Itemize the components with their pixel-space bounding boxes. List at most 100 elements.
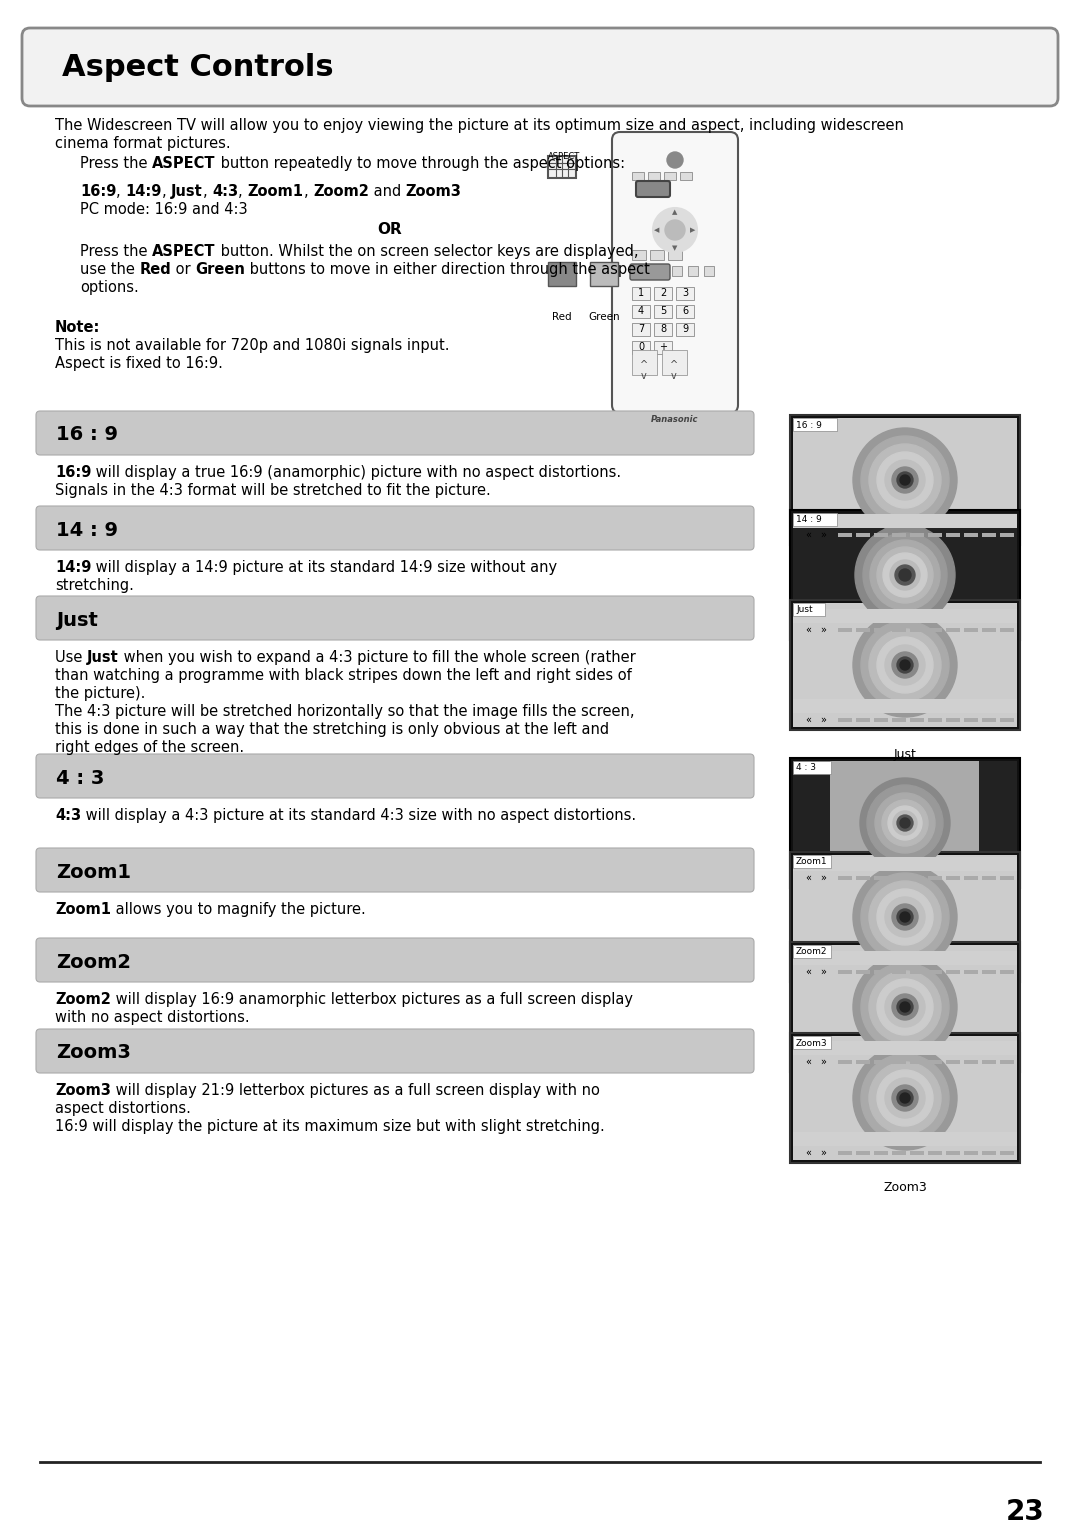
Bar (838, 533, 852, 536)
Circle shape (885, 987, 924, 1027)
Bar (874, 718, 888, 723)
Bar (946, 970, 960, 973)
FancyBboxPatch shape (36, 596, 754, 640)
Text: 5: 5 (660, 306, 666, 316)
Bar (688, 266, 698, 277)
Text: Press the: Press the (80, 156, 152, 171)
Bar (793, 1036, 831, 1050)
Text: will display 16:9 anamorphic letterbox pictures as a full screen display: will display 16:9 anamorphic letterbox p… (111, 992, 633, 1007)
Text: ^: ^ (640, 361, 648, 370)
Text: Zoom3: Zoom3 (55, 1083, 111, 1099)
Circle shape (861, 1054, 949, 1141)
Text: »: » (820, 872, 826, 883)
Bar (793, 610, 1017, 623)
Bar (856, 876, 870, 880)
Text: ,: , (162, 183, 172, 199)
Text: 3: 3 (681, 287, 688, 298)
Bar (654, 341, 672, 354)
Text: Just: Just (87, 649, 119, 665)
Bar (1000, 628, 1014, 633)
Text: 16:9: 16:9 (80, 183, 117, 199)
Bar (946, 1151, 960, 1155)
Bar (964, 1151, 978, 1155)
Circle shape (875, 793, 935, 853)
Bar (892, 970, 906, 973)
Circle shape (882, 801, 928, 847)
Text: ASPECT: ASPECT (548, 151, 580, 160)
Circle shape (860, 778, 950, 868)
Bar (964, 718, 978, 723)
Text: PC mode: 16:9 and 4:3: PC mode: 16:9 and 4:3 (80, 202, 247, 217)
Bar (874, 628, 888, 633)
Bar (793, 1041, 1017, 1054)
Bar (680, 173, 692, 180)
Text: This is not available for 720p and 1080i signals input.: This is not available for 720p and 1080i… (55, 338, 449, 353)
Bar (789, 853, 1020, 983)
Text: OR: OR (378, 222, 403, 237)
Text: v: v (642, 371, 647, 380)
Bar (910, 533, 924, 536)
Bar (982, 718, 996, 723)
Text: Zoom3: Zoom3 (56, 1044, 131, 1062)
Bar (910, 1151, 924, 1155)
Bar (892, 1060, 906, 1063)
Text: Red: Red (552, 312, 571, 322)
Bar (838, 1151, 852, 1155)
Bar (946, 1060, 960, 1063)
Bar (654, 322, 672, 336)
Text: cinema format pictures.: cinema format pictures. (55, 136, 231, 151)
Text: «: « (805, 872, 811, 883)
Bar (793, 761, 831, 775)
Bar (654, 287, 672, 299)
Text: Zoom3: Zoom3 (883, 1181, 927, 1193)
Text: Zoom1: Zoom1 (55, 902, 111, 917)
Text: The Widescreen TV will allow you to enjoy viewing the picture at its optimum siz: The Widescreen TV will allow you to enjo… (55, 118, 904, 133)
Bar (1000, 970, 1014, 973)
Circle shape (853, 613, 957, 717)
Text: 23: 23 (1007, 1497, 1045, 1526)
FancyBboxPatch shape (22, 28, 1058, 105)
Bar (928, 628, 942, 633)
Text: Just: Just (796, 605, 812, 614)
Text: »: » (820, 1148, 826, 1158)
Bar (874, 533, 888, 536)
Text: »: » (820, 1057, 826, 1067)
Circle shape (863, 533, 947, 617)
Bar (632, 251, 646, 260)
Bar (793, 944, 1017, 1070)
Text: ^: ^ (670, 361, 678, 370)
Text: Use: Use (55, 649, 87, 665)
Text: will display 21:9 letterbox pictures as a full screen display with no: will display 21:9 letterbox pictures as … (111, 1083, 599, 1099)
Bar (856, 1060, 870, 1063)
FancyBboxPatch shape (36, 506, 754, 550)
Circle shape (867, 785, 943, 860)
Text: buttons to move in either direction through the aspect: buttons to move in either direction thro… (245, 261, 650, 277)
Text: than watching a programme with black stripes down the left and right sides of: than watching a programme with black str… (55, 668, 632, 683)
Bar (928, 1060, 942, 1063)
Bar (793, 1132, 1017, 1146)
Bar (856, 1151, 870, 1155)
Bar (1000, 718, 1014, 723)
Text: «: « (805, 530, 811, 539)
Text: Zoom2: Zoom2 (796, 947, 827, 957)
Bar (632, 341, 650, 354)
Circle shape (888, 805, 922, 840)
Bar (664, 173, 676, 180)
Bar (548, 261, 576, 286)
Bar (793, 856, 831, 868)
Circle shape (900, 475, 910, 484)
Circle shape (892, 468, 918, 494)
Circle shape (900, 912, 910, 921)
Circle shape (899, 568, 912, 581)
Circle shape (853, 865, 957, 969)
Circle shape (869, 970, 941, 1044)
Bar (892, 533, 906, 536)
Bar (856, 533, 870, 536)
Circle shape (853, 1047, 957, 1151)
Bar (789, 416, 1020, 545)
Text: Red: Red (139, 261, 172, 277)
Circle shape (893, 811, 917, 834)
Bar (874, 1151, 888, 1155)
Text: aspect distortions.: aspect distortions. (55, 1102, 191, 1115)
Bar (928, 533, 942, 536)
